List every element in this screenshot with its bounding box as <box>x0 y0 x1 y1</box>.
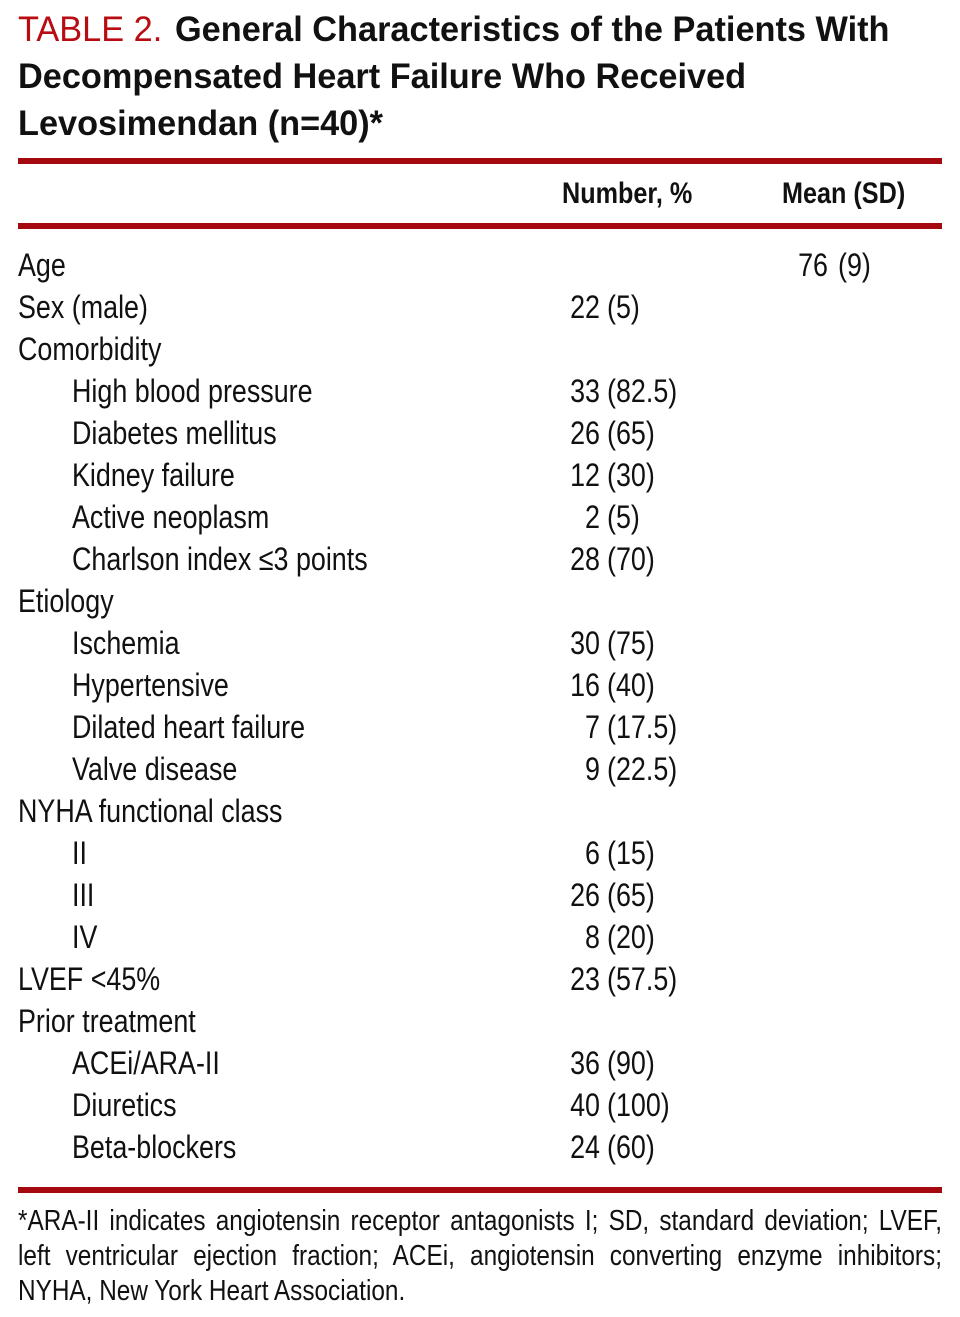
row-label: Prior treatment <box>18 1003 196 1039</box>
table-row: III 26 (65) <box>18 874 942 916</box>
row-mean-sd: (9) <box>838 247 871 283</box>
bottom-rule <box>18 1187 942 1193</box>
table-row: Diuretics 40 (100) <box>18 1084 942 1126</box>
row-label: Age <box>18 247 66 283</box>
row-number-percent: (20) <box>607 919 655 955</box>
row-number-count: 7 <box>585 709 600 745</box>
row-mean-value: 76 <box>798 247 828 283</box>
table-row: ACEi/ARA-II 36 (90) <box>18 1042 942 1084</box>
row-label: II <box>72 835 87 871</box>
column-header-mean: Mean (SD) <box>782 177 906 210</box>
page-title: TABLE 2. General Characteristics of the P… <box>18 6 942 147</box>
row-label: Valve disease <box>72 751 238 787</box>
table-row: Active neoplasm 2 (5) <box>18 496 942 538</box>
table-number-label: TABLE 2. <box>18 10 163 49</box>
row-label: Ischemia <box>72 625 180 661</box>
table-row: Beta-blockers 24 (60) <box>18 1126 942 1168</box>
row-label: High blood pressure <box>72 373 313 409</box>
row-label: Diuretics <box>72 1087 177 1123</box>
row-number-count: 6 <box>585 835 600 871</box>
row-label: Etiology <box>18 583 114 619</box>
row-label: IV <box>72 919 98 955</box>
table-row: Comorbidity <box>18 328 942 370</box>
table-row: Charlson index ≤3 points 28 (70) <box>18 538 942 580</box>
row-label: Sex (male) <box>18 289 148 325</box>
row-label: Dilated heart failure <box>72 709 306 745</box>
table-footnote: *ARA-II indicates angiotensin receptor a… <box>18 1205 942 1307</box>
row-number-count: 30 <box>570 625 600 661</box>
row-number-percent: (15) <box>607 835 655 871</box>
title-line-2: Decompensated Heart Failure Who Received <box>18 53 942 100</box>
row-number-percent: (65) <box>607 877 655 913</box>
row-label: NYHA functional class <box>18 793 283 829</box>
title-line-3: Levosimendan (n=40)* <box>18 100 942 147</box>
row-number-percent: (90) <box>607 1045 655 1081</box>
row-number-percent: (57.5) <box>607 961 678 997</box>
table-row: Dilated heart failure 7 (17.5) <box>18 706 942 748</box>
top-rule <box>18 158 942 164</box>
row-label: LVEF <45% <box>18 961 161 997</box>
row-label: ACEi/ARA-II <box>72 1045 220 1081</box>
row-label: Kidney failure <box>72 457 235 493</box>
column-header-number: Number, % <box>562 177 693 210</box>
row-number-percent: (40) <box>607 667 655 703</box>
row-label: Comorbidity <box>18 331 162 367</box>
row-number-count: 8 <box>585 919 600 955</box>
title-text-3: Levosimendan (n=40)* <box>18 104 384 143</box>
row-number-count: 24 <box>570 1129 600 1165</box>
row-number-count: 33 <box>570 373 600 409</box>
table-body: Age 76 (9) Sex (male) 22 (5) Comorbidity… <box>18 244 942 1168</box>
row-number-count: 40 <box>570 1087 600 1123</box>
table-row: Sex (male) 22 (5) <box>18 286 942 328</box>
row-number-count: 9 <box>585 751 600 787</box>
row-number-count: 23 <box>570 961 600 997</box>
row-number-percent: (60) <box>607 1129 655 1165</box>
row-number-count: 16 <box>570 667 600 703</box>
row-label: Diabetes mellitus <box>72 415 277 451</box>
table-row: LVEF <45% 23 (57.5) <box>18 958 942 1000</box>
row-number-count: 36 <box>570 1045 600 1081</box>
row-label: Charlson index ≤3 points <box>72 541 368 577</box>
title-line-1: TABLE 2. General Characteristics of the P… <box>18 6 942 53</box>
column-header-row: Number, % Mean (SD) <box>18 164 942 223</box>
row-number-count: 12 <box>570 457 600 493</box>
row-label: Hypertensive <box>72 667 229 703</box>
table-row: High blood pressure 33 (82.5) <box>18 370 942 412</box>
row-number-percent: (65) <box>607 415 655 451</box>
row-number-percent: (100) <box>607 1087 670 1123</box>
table-row: II 6 (15) <box>18 832 942 874</box>
row-label: Active neoplasm <box>72 499 270 535</box>
table-row: Etiology <box>18 580 942 622</box>
row-number-percent: (5) <box>607 289 640 325</box>
table-row: Valve disease 9 (22.5) <box>18 748 942 790</box>
table-row: Prior treatment <box>18 1000 942 1042</box>
row-number-percent: (30) <box>607 457 655 493</box>
row-number-count: 22 <box>570 289 600 325</box>
table-row: NYHA functional class <box>18 790 942 832</box>
row-number-count: 26 <box>570 877 600 913</box>
table-row: Kidney failure 12 (30) <box>18 454 942 496</box>
row-number-count: 26 <box>570 415 600 451</box>
row-number-count: 2 <box>585 499 600 535</box>
row-number-percent: (22.5) <box>607 751 678 787</box>
table-row: Diabetes mellitus 26 (65) <box>18 412 942 454</box>
title-text-1: General Characteristics of the Patients … <box>174 10 890 49</box>
row-label: III <box>72 877 95 913</box>
row-number-percent: (82.5) <box>607 373 678 409</box>
row-number-count: 28 <box>570 541 600 577</box>
table-row: Ischemia 30 (75) <box>18 622 942 664</box>
table-row: Hypertensive 16 (40) <box>18 664 942 706</box>
title-text-2: Decompensated Heart Failure Who Received <box>18 57 747 96</box>
table-row: Age 76 (9) <box>18 244 942 286</box>
row-number-percent: (5) <box>607 499 640 535</box>
row-number-percent: (70) <box>607 541 655 577</box>
header-rule <box>18 223 942 229</box>
table-row: IV 8 (20) <box>18 916 942 958</box>
row-number-percent: (75) <box>607 625 655 661</box>
row-label: Beta-blockers <box>72 1129 237 1165</box>
row-number-percent: (17.5) <box>607 709 678 745</box>
